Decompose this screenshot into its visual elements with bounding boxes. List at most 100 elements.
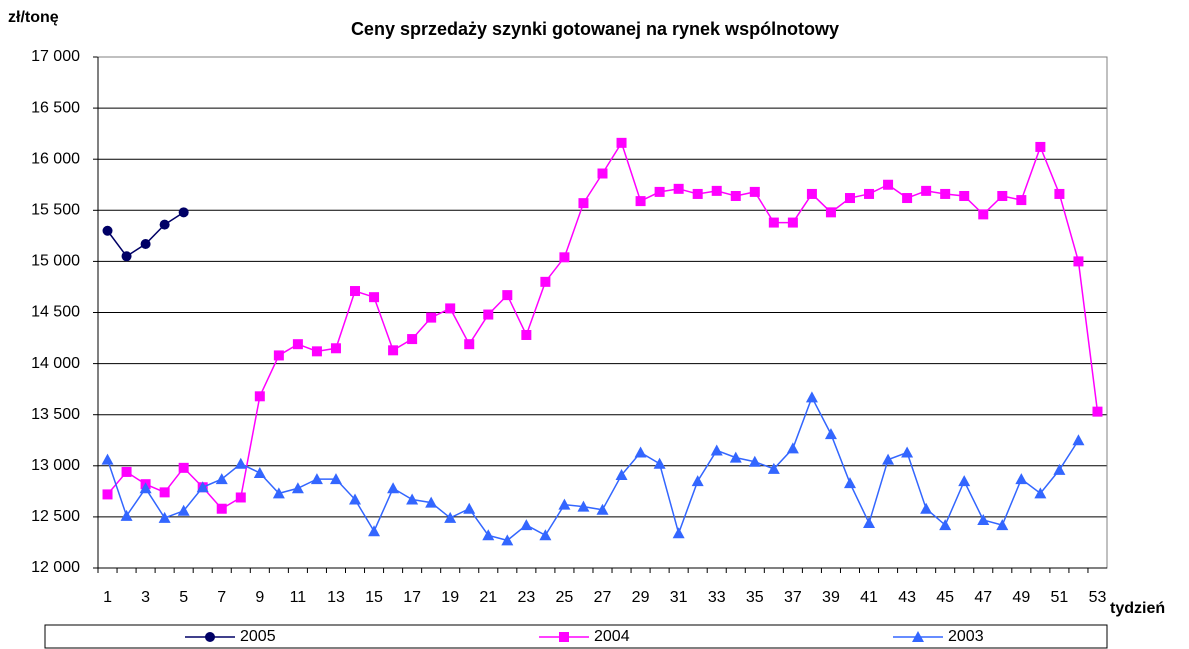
- x-tick-label: 43: [898, 589, 916, 606]
- data-point: [349, 493, 362, 505]
- data-point: [578, 198, 589, 209]
- x-tick-label: 21: [479, 589, 497, 606]
- data-point: [863, 517, 876, 529]
- data-point: [368, 525, 381, 537]
- data-point: [920, 502, 933, 514]
- data-point: [843, 477, 856, 489]
- y-tick-label: 16 000: [31, 150, 80, 167]
- x-tick-label: 53: [1089, 589, 1107, 606]
- data-point: [501, 534, 514, 546]
- data-point: [921, 185, 932, 196]
- data-point: [215, 473, 228, 485]
- data-point: [767, 462, 780, 474]
- data-point: [139, 482, 152, 494]
- x-tick-label: 45: [936, 589, 954, 606]
- x-tick-label: 29: [632, 589, 650, 606]
- data-point: [616, 137, 627, 148]
- data-point: [559, 252, 570, 263]
- y-axis-label: zł/tonę: [8, 9, 59, 26]
- data-point: [977, 513, 990, 525]
- data-point: [502, 290, 513, 301]
- data-point: [997, 190, 1008, 201]
- x-tick-label: 19: [441, 589, 459, 606]
- x-tick-label: 51: [1051, 589, 1069, 606]
- series-line: [106, 395, 1080, 542]
- data-point: [406, 493, 419, 505]
- data-point: [196, 481, 209, 493]
- data-point: [159, 219, 170, 230]
- data-point: [806, 188, 817, 199]
- y-tick-label: 14 500: [31, 304, 80, 321]
- x-tick-label: 1: [103, 589, 112, 606]
- y-tick-label: 15 500: [31, 202, 80, 219]
- data-point: [558, 498, 571, 510]
- y-tick-label: 15 000: [31, 253, 80, 270]
- data-point: [748, 455, 761, 467]
- data-point: [235, 492, 246, 503]
- data-point: [520, 519, 533, 531]
- x-tick-label: 23: [517, 589, 535, 606]
- data-point: [350, 286, 361, 297]
- data-point: [234, 457, 247, 469]
- data-point: [102, 225, 113, 236]
- data-point: [425, 496, 438, 508]
- data-point: [121, 466, 132, 477]
- data-point: [159, 487, 170, 498]
- data-point: [426, 312, 437, 323]
- data-point: [844, 193, 855, 204]
- data-point: [710, 444, 723, 456]
- legend-label: 2003: [948, 628, 984, 645]
- data-point: [1035, 141, 1046, 152]
- data-point: [311, 346, 322, 357]
- x-tick-label: 7: [217, 589, 226, 606]
- data-point: [1015, 473, 1028, 485]
- x-tick-label: 41: [860, 589, 878, 606]
- data-point: [691, 475, 704, 487]
- data-point: [787, 217, 798, 228]
- data-point: [634, 446, 647, 458]
- legend-label: 2005: [240, 628, 276, 645]
- data-point: [825, 207, 836, 218]
- x-axis-label: tydzień: [1110, 600, 1165, 617]
- data-point: [1092, 406, 1103, 417]
- legend-label: 2004: [594, 628, 630, 645]
- data-point: [730, 190, 741, 201]
- data-point: [273, 350, 284, 361]
- data-point: [329, 473, 342, 485]
- data-point: [216, 503, 227, 514]
- x-tick-label: 25: [556, 589, 574, 606]
- data-point: [540, 276, 551, 287]
- x-tick-label: 31: [670, 589, 688, 606]
- data-point: [158, 511, 171, 523]
- y-tick-label: 17 000: [31, 48, 80, 65]
- x-tick-label: 47: [974, 589, 992, 606]
- data-point: [1054, 188, 1065, 199]
- data-point: [597, 168, 608, 179]
- data-point: [483, 309, 494, 320]
- data-point: [824, 428, 837, 440]
- data-point: [615, 468, 628, 480]
- data-point: [635, 196, 646, 207]
- x-tick-label: 27: [594, 589, 612, 606]
- data-point: [1034, 487, 1047, 499]
- data-point: [1053, 463, 1066, 475]
- data-point: [958, 475, 971, 487]
- data-point: [864, 188, 875, 199]
- data-point: [140, 239, 151, 250]
- data-point: [882, 453, 895, 465]
- chart-title: Ceny sprzedaży szynki gotowanej na rynek…: [351, 19, 839, 39]
- data-point: [939, 519, 952, 531]
- data-point: [388, 345, 399, 356]
- data-point: [310, 473, 323, 485]
- data-point: [254, 391, 265, 402]
- data-point: [445, 303, 456, 314]
- data-point: [291, 482, 304, 494]
- data-point: [768, 217, 779, 228]
- series-line: [106, 211, 185, 258]
- data-point: [978, 209, 989, 220]
- data-point: [673, 183, 684, 194]
- data-point: [902, 193, 913, 204]
- data-point: [178, 462, 189, 473]
